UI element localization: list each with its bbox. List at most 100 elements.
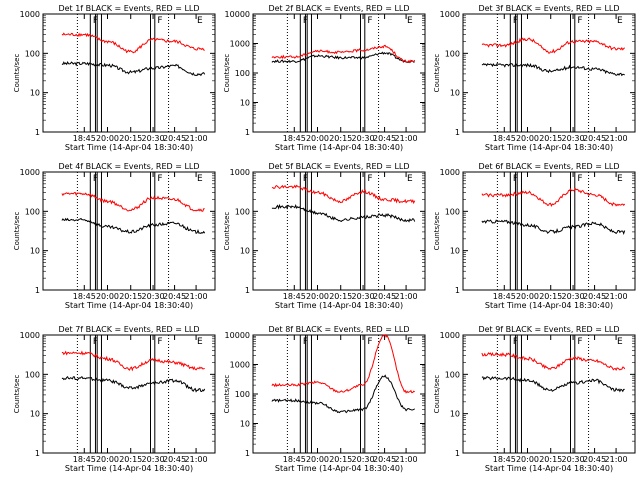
- y-tick-label: 10: [30, 410, 40, 419]
- y-axis-label: Counts/sec: [433, 375, 441, 414]
- x-tick-label: 21:00: [185, 455, 208, 464]
- data-gap-box: [360, 171, 366, 291]
- y-tick-label: 10000: [225, 331, 250, 340]
- interval-marker: F: [367, 174, 372, 184]
- data-gap-box: [89, 171, 96, 291]
- interval-marker: E: [197, 337, 203, 347]
- interval-marker: E: [617, 174, 623, 184]
- y-axis-label: Counts/sec: [433, 54, 441, 93]
- interval-marker: E: [407, 337, 413, 347]
- y-axis-label: Counts/sec: [13, 54, 21, 93]
- plot-frame: [252, 171, 426, 291]
- panel-title: Det 5f BLACK = Events, RED = LLD: [268, 162, 409, 171]
- data-gap-box: [150, 13, 156, 133]
- x-tick-label: 20:15: [539, 292, 562, 301]
- x-tick-label: 18:45: [493, 134, 516, 143]
- x-tick-label: 18:45: [73, 455, 96, 464]
- interval-marker: F: [303, 337, 308, 347]
- interval-marker: F: [93, 174, 98, 184]
- data-gap-box: [96, 334, 102, 454]
- y-tick-label: 10: [450, 247, 460, 256]
- x-tick-label: 18:45: [283, 134, 306, 143]
- data-gap-box: [516, 171, 522, 291]
- y-tick-label: 10: [450, 89, 460, 98]
- x-tick-label: 20:45: [583, 455, 606, 464]
- series-lld: [271, 44, 416, 64]
- y-tick-label: 1: [245, 449, 250, 458]
- interval-marker: F: [513, 174, 518, 184]
- series-lld: [271, 184, 416, 205]
- x-tick-label: 21:00: [605, 292, 628, 301]
- y-axis-label: Counts/sec: [223, 212, 231, 251]
- panel-title: Det 6f BLACK = Events, RED = LLD: [478, 162, 619, 171]
- panel-det-7: Det 7f BLACK = Events, RED = LLD 1 10 100 10…: [13, 325, 216, 473]
- interval-marker: F: [93, 16, 98, 26]
- x-axis-label: Start Time (14-Apr-04 18:30:40): [485, 143, 613, 152]
- data-gap-box: [570, 13, 576, 133]
- series-lld: [271, 334, 415, 394]
- x-tick-label: 20:00: [516, 455, 539, 464]
- panel-title: Det 4f BLACK = Events, RED = LLD: [58, 162, 199, 171]
- data-gap-box: [306, 13, 312, 133]
- interval-marker: F: [367, 337, 372, 347]
- y-tick-label: 1000: [20, 331, 40, 340]
- y-tick-label: 10000: [225, 10, 250, 19]
- plot-frame: [252, 13, 426, 133]
- interval-marker: F: [303, 174, 308, 184]
- interval-marker: E: [407, 174, 413, 184]
- data-gap-box: [150, 171, 156, 291]
- panel-det-5: Det 5f BLACK = Events, RED = LLD 1 10 100 10…: [223, 162, 426, 310]
- y-tick-label: 1000: [440, 168, 460, 177]
- x-axis-label: Start Time (14-Apr-04 18:30:40): [485, 464, 613, 473]
- y-tick-label: 100: [445, 370, 460, 379]
- series-events: [271, 374, 415, 414]
- x-tick-label: 18:45: [493, 292, 516, 301]
- x-tick-label: 20:15: [119, 134, 142, 143]
- y-tick-label: 1: [455, 286, 460, 295]
- y-tick-label: 1000: [20, 10, 40, 19]
- y-axis-label: Counts/sec: [223, 375, 231, 414]
- x-tick-label: 21:00: [185, 292, 208, 301]
- x-tick-label: 20:00: [516, 292, 539, 301]
- x-tick-label: 20:45: [163, 455, 186, 464]
- x-tick-label: 20:45: [583, 134, 606, 143]
- x-tick-label: 20:30: [142, 455, 165, 464]
- y-tick-label: 1: [455, 449, 460, 458]
- x-tick-label: 20:30: [562, 134, 585, 143]
- interval-marker: E: [617, 337, 623, 347]
- x-tick-label: 20:00: [306, 455, 329, 464]
- plot-frame: [462, 334, 636, 454]
- x-tick-label: 18:45: [493, 455, 516, 464]
- data-gap-box: [96, 171, 102, 291]
- y-tick-label: 100: [25, 49, 40, 58]
- panel-det-2: Det 2f BLACK = Events, RED = LLD 1 10 100 10…: [223, 4, 426, 152]
- interval-marker: E: [197, 174, 203, 184]
- series-lld: [481, 351, 626, 372]
- x-tick-label: 20:45: [373, 292, 396, 301]
- series-events: [271, 203, 416, 223]
- x-tick-label: 21:00: [605, 134, 628, 143]
- panel-title: Det 9f BLACK = Events, RED = LLD: [478, 325, 619, 334]
- series-events: [481, 219, 626, 235]
- x-tick-label: 20:30: [352, 292, 375, 301]
- x-tick-label: 20:15: [329, 455, 352, 464]
- y-tick-label: 10: [30, 89, 40, 98]
- y-tick-label: 10: [450, 410, 460, 419]
- interval-marker: E: [197, 16, 203, 26]
- plot-frame: [42, 334, 216, 454]
- y-tick-label: 10: [240, 247, 250, 256]
- x-axis-label: Start Time (14-Apr-04 18:30:40): [485, 301, 613, 310]
- y-tick-label: 1000: [230, 40, 250, 49]
- x-tick-label: 20:30: [562, 455, 585, 464]
- plot-frame: [462, 171, 636, 291]
- panel-det-6: Det 6f BLACK = Events, RED = LLD 1 10 100 10…: [433, 162, 636, 310]
- data-gap-box: [570, 171, 576, 291]
- panel-title: Det 3f BLACK = Events, RED = LLD: [478, 4, 619, 13]
- y-axis-label: Counts/sec: [13, 375, 21, 414]
- data-gap-box: [150, 334, 156, 454]
- x-tick-label: 20:30: [562, 292, 585, 301]
- x-tick-label: 20:00: [96, 292, 119, 301]
- x-tick-label: 20:30: [142, 134, 165, 143]
- series-events: [61, 217, 206, 235]
